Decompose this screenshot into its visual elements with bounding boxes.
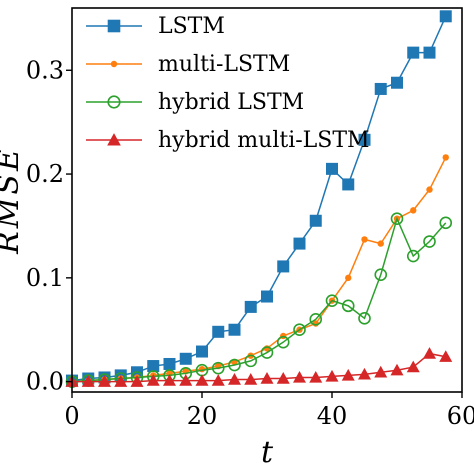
series-multi-lstm [68,154,449,385]
lstm-point [374,82,387,95]
multi-lstm-point [426,186,433,193]
hybrid-multi-lstm-point [341,368,355,381]
hybrid-multi-lstm-point [293,370,306,383]
hybrid-multi-lstm-point [390,363,404,376]
y-tick-label: 0.0 [26,368,64,396]
hybrid-multi-lstm-point [81,375,95,387]
series-line [71,216,447,383]
legend: LSTM multi-LSTM hybrid LSTM hybrid multi-LS… [86,14,370,153]
hybrid-multi-lstm-point [276,372,290,384]
hybrid-lstm-point [107,95,121,109]
hybrid-lstm-point [276,335,290,349]
lstm-point [309,214,322,227]
lstm-point [342,178,355,191]
hybrid-multi-lstm-point [107,133,121,146]
x-axis-label: t [261,435,274,470]
legend-label: multi-LSTM [158,52,290,77]
lstm-point [407,46,420,59]
hybrid-multi-lstm-point [358,367,371,380]
hybrid-multi-lstm-point [146,374,160,386]
legend-item: hybrid LSTM [86,90,304,115]
lstm-point [107,19,121,33]
hybrid-lstm-point [358,312,371,325]
hybrid-lstm-point [211,361,225,375]
lstm-point [179,352,192,365]
multi-lstm-point [345,274,352,282]
hybrid-multi-lstm-point [163,374,176,386]
axis-ticks: 0 20 40 60 0.0 0.1 0.2 0.3 [26,56,474,430]
legend-item: hybrid multi-LSTM [86,128,370,153]
x-tick-label: 40 [317,402,348,430]
hybrid-multi-lstm-point [228,373,241,385]
hybrid-multi-lstm-point [195,374,209,386]
legend-label: hybrid multi-LSTM [158,128,370,153]
lstm-point [261,290,273,303]
hybrid-lstm-point [439,216,453,230]
hybrid-multi-lstm-point [98,375,111,387]
legend-item: multi-LSTM [86,52,290,77]
lstm-point [244,300,257,313]
lstm-point [423,46,436,59]
hybrid-multi-lstm-point [114,375,128,387]
series-hybrid-lstm [65,212,453,388]
plot-marks [65,10,453,388]
lstm-point [277,260,290,273]
hybrid-lstm-point [260,346,274,359]
x-tick-label: 0 [64,402,79,430]
x-tick-label: 20 [187,402,218,430]
hybrid-lstm-point [244,354,258,368]
multi-lstm-point [442,154,449,161]
multi-lstm-point [410,207,417,214]
hybrid-multi-lstm-point [130,375,144,387]
lstm-point [326,162,338,175]
lstm-point [228,323,241,336]
hybrid-multi-lstm-point [211,374,225,386]
series-line [71,157,447,383]
hybrid-multi-lstm-point [260,372,274,384]
hybrid-multi-lstm-point [439,350,453,362]
hybrid-lstm-point [293,323,306,337]
lstm-point [212,325,225,338]
y-axis-label: RMSE [0,146,26,255]
x-tick-label: 60 [447,402,474,430]
hybrid-multi-lstm-point [423,347,436,359]
lstm-point [358,133,371,146]
lstm-point [196,345,208,358]
hybrid-multi-lstm-point [406,360,420,373]
lstm-point [439,10,452,23]
plot-frame [71,7,463,393]
y-tick-label: 0.1 [26,264,64,292]
hybrid-lstm-point [341,299,355,313]
y-tick-label: 0.2 [26,160,64,188]
hybrid-lstm-point [390,212,404,225]
hybrid-multi-lstm-point [244,373,258,385]
multi-lstm-point [377,240,384,247]
hybrid-lstm-point [406,249,420,263]
lstm-point [391,76,403,89]
legend-item: LSTM [86,14,225,39]
hybrid-multi-lstm-point [179,374,193,386]
hybrid-lstm-point [228,358,241,372]
hybrid-multi-lstm-point [374,365,388,378]
hybrid-lstm-point [309,313,323,326]
series-hybrid-multi-lstm [65,347,453,387]
multi-lstm-point [110,60,118,68]
lstm-point [163,357,176,370]
hybrid-lstm-point [374,268,388,282]
y-tick-label: 0.3 [26,56,64,84]
lstm-point [293,237,306,250]
hybrid-lstm-point [423,235,436,248]
legend-label: LSTM [158,14,225,39]
multi-lstm-point [361,236,368,243]
hybrid-multi-lstm-point [325,369,339,382]
hybrid-multi-lstm-point [309,370,323,383]
lstm-point [147,360,160,373]
hybrid-lstm-point [325,294,339,307]
legend-label: hybrid LSTM [158,90,304,115]
